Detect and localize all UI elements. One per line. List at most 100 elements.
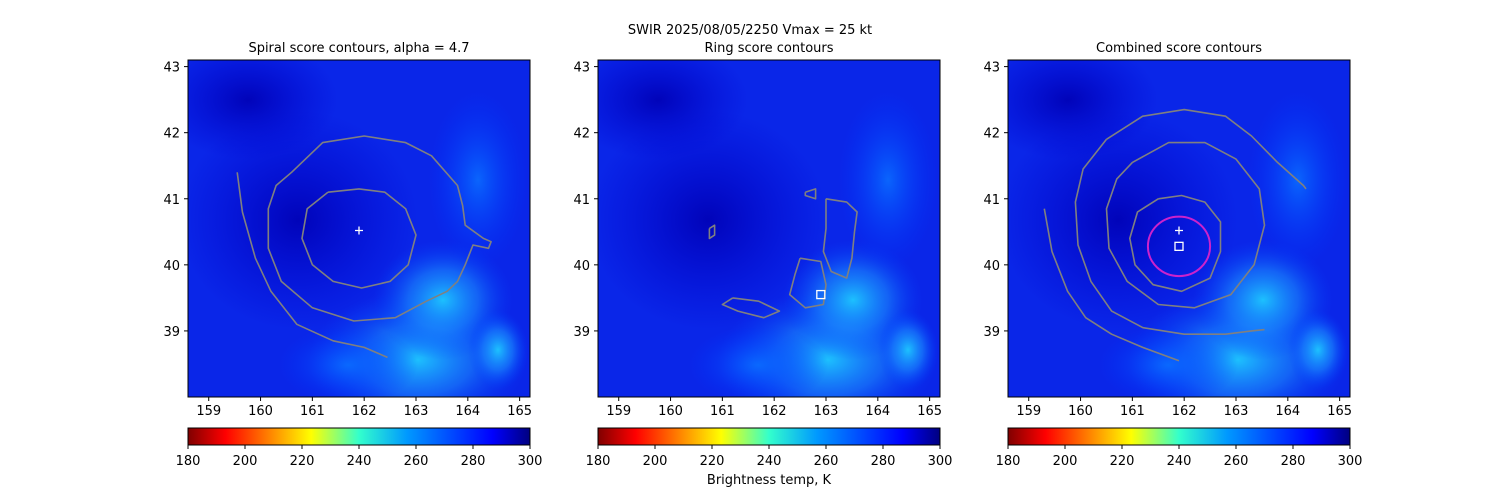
colorbar-tick-label: 260 — [404, 454, 429, 469]
colorbar-tick-label: 300 — [518, 454, 543, 469]
warm-band — [468, 310, 528, 390]
brightness-image — [188, 60, 530, 397]
colorbar-tick-label: 180 — [586, 454, 611, 469]
axes-frame — [1007, 59, 1351, 398]
y-tick-label: 43 — [983, 61, 1000, 76]
x-tick-label: 164 — [865, 404, 890, 419]
colorbar-tick-label: 180 — [176, 454, 201, 469]
x-tick-label: 163 — [814, 404, 839, 419]
colorbar-tick-label: 220 — [1110, 454, 1135, 469]
cold-cloud-region — [598, 60, 748, 160]
colorbar-tick-label: 280 — [871, 454, 896, 469]
y-tick-label: 40 — [983, 259, 1000, 274]
y-tick-label: 42 — [573, 127, 590, 142]
x-tick-label: 165 — [1327, 404, 1352, 419]
axes-frame — [597, 59, 941, 398]
contours — [708, 188, 858, 319]
colorbar-tick-label: 280 — [1281, 454, 1306, 469]
contour-outer — [1106, 108, 1307, 190]
y-tick-label: 39 — [983, 325, 1000, 340]
warm-band — [278, 325, 418, 397]
contour-ring-fleck-n — [804, 188, 817, 200]
contour-outer — [267, 135, 492, 322]
y-tick-label: 41 — [573, 193, 590, 208]
contours — [1043, 108, 1307, 362]
x-tick-label: 162 — [352, 404, 377, 419]
x-tick-label: 163 — [1224, 404, 1249, 419]
x-tick-label: 163 — [404, 404, 429, 419]
colorbar-tick-label: 260 — [1224, 454, 1249, 469]
x-tick-label: 159 — [606, 404, 631, 419]
y-tick-label: 41 — [983, 193, 1000, 208]
contour-inner — [301, 188, 417, 289]
contour-ring-cluster-west — [721, 297, 781, 319]
colorbar-tick-label: 200 — [643, 454, 668, 469]
colorbar-tick-label: 240 — [1167, 454, 1192, 469]
x-tick-label: 165 — [917, 404, 942, 419]
center-square-marker — [816, 289, 826, 300]
x-tick-label: 161 — [1120, 404, 1145, 419]
figure-suptitle: SWIR 2025/08/05/2250 Vmax = 25 kt — [627, 23, 873, 38]
x-tick-label: 160 — [658, 404, 683, 419]
x-tick-label: 162 — [1172, 404, 1197, 419]
axes-frame — [187, 59, 531, 398]
panel-title: Combined score contours — [1096, 41, 1262, 56]
y-tick-label: 43 — [163, 61, 180, 76]
y-tick-label: 40 — [573, 259, 590, 274]
center-plus-marker — [1175, 226, 1183, 235]
warm-band — [688, 325, 828, 397]
x-tick-label: 162 — [762, 404, 787, 419]
contour-ring-fleck-nw — [708, 224, 716, 240]
warm-band — [878, 310, 938, 390]
y-tick-label: 40 — [163, 259, 180, 274]
center-plus-marker — [355, 226, 363, 235]
colorbar-tick-label: 200 — [233, 454, 258, 469]
x-tick-label: 164 — [1275, 404, 1300, 419]
warm-band — [428, 90, 528, 270]
x-tick-label: 159 — [1016, 404, 1041, 419]
y-tick-label: 42 — [983, 127, 1000, 142]
panel-2: Ring score contours 159 160 161 162 163 164 165… — [573, 41, 953, 469]
x-tick-label: 161 — [710, 404, 735, 419]
contour-middle — [1105, 141, 1266, 309]
colorbar-tick-label: 300 — [1338, 454, 1363, 469]
contour-ring-cluster-south — [788, 257, 827, 309]
panel-1: Spiral score contours, alpha = 4.7 159 160… — [163, 41, 543, 469]
y-tick-label: 39 — [573, 325, 590, 340]
cold-cloud-region — [1008, 60, 1158, 160]
cold-cloud-region — [188, 110, 418, 330]
contour-spiral — [1043, 208, 1180, 362]
x-tick-label: 159 — [196, 404, 221, 419]
colorbar-label: Brightness temp, K — [706, 473, 832, 488]
y-tick-label: 43 — [573, 61, 590, 76]
y-tick-label: 41 — [163, 193, 180, 208]
colorbar-tick-label: 220 — [700, 454, 725, 469]
panel-title: Ring score contours — [704, 41, 833, 56]
center-square-marker — [1174, 241, 1184, 251]
colorbar-tick-label: 180 — [996, 454, 1021, 469]
colorbar — [1007, 427, 1351, 446]
cold-cloud-region — [598, 110, 828, 330]
x-tick-label: 164 — [455, 404, 480, 419]
panel-3: Combined score contours 159 160 161 162 163 16… — [983, 41, 1363, 469]
contours — [236, 135, 492, 359]
cold-cloud-region — [1008, 110, 1238, 330]
brightness-image — [598, 60, 940, 397]
colorbar-tick-label: 260 — [814, 454, 839, 469]
contour-inner — [1129, 194, 1222, 293]
colorbar-tick-label: 300 — [928, 454, 953, 469]
brightness-image — [1008, 60, 1350, 397]
contour-ring-cluster-east — [822, 198, 858, 279]
colorbar-tick-label: 240 — [757, 454, 782, 469]
colorbar — [187, 427, 531, 446]
contour-spiral — [236, 172, 388, 359]
contour-outer-arc — [1074, 138, 1265, 335]
x-tick-label: 161 — [300, 404, 325, 419]
colorbar — [597, 427, 941, 446]
warm-band — [1288, 310, 1348, 390]
panel-title: Spiral score contours, alpha = 4.7 — [248, 41, 469, 56]
warm-band — [838, 90, 938, 270]
ring-fit-circle — [1146, 215, 1212, 278]
x-tick-label: 160 — [248, 404, 273, 419]
